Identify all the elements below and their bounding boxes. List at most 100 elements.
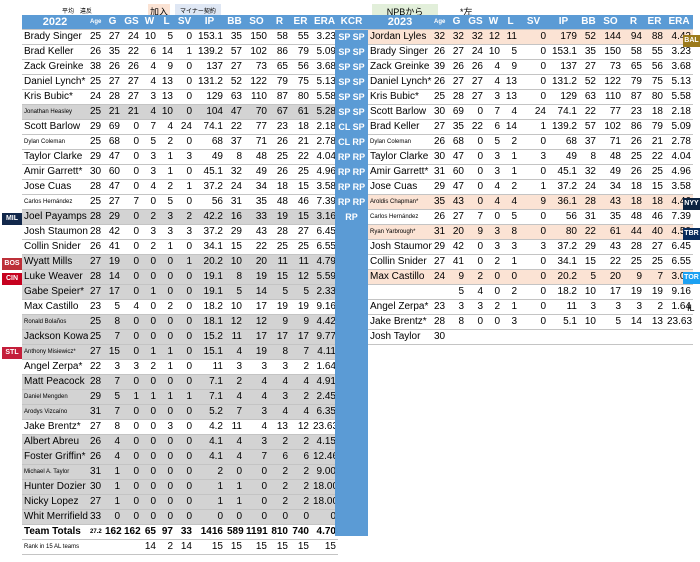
stat-bb: 10 — [225, 254, 244, 271]
stat-so: 71 — [244, 134, 269, 151]
player-name: Daniel Lynch* — [368, 74, 432, 91]
stat-bb: 12 — [225, 314, 244, 331]
kcr-role — [335, 357, 368, 374]
stat-bb: 52 — [579, 29, 598, 46]
stat-bb: 29 — [579, 239, 598, 256]
stat-so: 35 — [598, 209, 623, 226]
stat-gs: 0 — [122, 149, 141, 166]
stat-bb: 47 — [225, 104, 244, 121]
stat-w: 3 — [485, 89, 502, 106]
table-row: Jackson Kowar 25 7 0 0 0 0 15.2 11 17 17 17 9.77 — [22, 329, 338, 346]
player-name: Scott Barlow — [368, 104, 432, 121]
stat-w: 10 — [485, 44, 502, 61]
stat-er: 21 — [290, 134, 311, 151]
stat-r: 2 — [269, 464, 290, 481]
stat-bb: 31 — [225, 194, 244, 211]
stat-gs — [122, 539, 141, 556]
stat-er: 19 — [644, 284, 665, 301]
stat-g: 7 — [103, 329, 122, 346]
stat-er: 5 — [290, 284, 311, 301]
stat-er: 25 — [644, 254, 665, 271]
stat-bb: 52 — [579, 74, 598, 91]
stat-sv: 9 — [519, 194, 548, 211]
stat-er: 2 — [290, 494, 311, 511]
player-name: Ryan Yarbrough* — [368, 224, 432, 241]
table-row: Brady Singer 25 27 24 10 5 0 153.1 35 150 58 55 3.23 — [22, 29, 338, 46]
stat-g: 1 — [103, 494, 122, 511]
stat-ip: 7.1 — [194, 374, 225, 391]
stat-g: 0 — [103, 509, 122, 526]
stat-age: 31 — [432, 224, 447, 241]
stat-l: 2 — [158, 179, 175, 196]
stat-er: 4 — [290, 404, 311, 421]
stat-gs: 9 — [466, 224, 485, 241]
stat-w: 0 — [485, 284, 502, 301]
stat-w: 0 — [141, 404, 158, 421]
stat-r: 4 — [269, 404, 290, 421]
stat-age: 31 — [88, 464, 103, 481]
bb-header: BB — [579, 15, 598, 31]
stat-er: 6 — [290, 449, 311, 466]
stat-er: 22 — [644, 149, 665, 166]
stat-g: 28 — [447, 89, 466, 106]
stat-bb: 27 — [579, 59, 598, 76]
stat-sv: 0 — [519, 254, 548, 271]
stat-era: 5.13 — [311, 74, 338, 91]
kcr-role — [335, 505, 368, 522]
stat-er: 56 — [290, 59, 311, 76]
stat-ip: 11 — [194, 359, 225, 376]
stat-sv: 0 — [175, 284, 194, 301]
stat-bb: 24 — [225, 179, 244, 196]
stat-age: 38 — [88, 59, 103, 76]
stat-ip: 5.2 — [194, 404, 225, 421]
stat-so: 33 — [244, 209, 269, 226]
stat-w: 0 — [141, 419, 158, 436]
player-name: Brady Singer — [22, 29, 88, 46]
stat-gs: 0 — [122, 164, 141, 181]
stat-w: 3 — [485, 149, 502, 166]
stat-er: 46 — [290, 194, 311, 211]
stat-g: 27 — [447, 209, 466, 226]
stat-era — [665, 329, 693, 346]
stat-so: 122 — [598, 74, 623, 91]
so-header: SO — [244, 15, 269, 31]
stat-bb: 4 — [225, 449, 244, 466]
stat-g: 35 — [447, 119, 466, 136]
stat-era: 2.18 — [311, 119, 338, 136]
stat-so: 12 — [244, 314, 269, 331]
player-name: Angel Zerpa* — [368, 299, 432, 316]
table-row: Hunter Dozier 30 1 0 0 0 0 1 1 0 2 2 18.00 — [22, 479, 338, 496]
stat-w: 0 — [141, 494, 158, 511]
player-name: Amir Garrett* — [22, 164, 88, 181]
table-row: Brad Keller 26 35 22 6 14 1 139.2 57 102 86 79 5.09 — [22, 44, 338, 61]
stat-g: 26 — [447, 59, 466, 76]
stat-er: 15 — [290, 179, 311, 196]
stat-g: 27 — [103, 74, 122, 91]
stat-g: 14 — [103, 269, 122, 286]
stat-g: 41 — [447, 254, 466, 271]
table-row: Jonathan Heasley 25 21 21 4 10 0 104 47 70 67 61 5.2… — [22, 104, 338, 121]
stat-r: 17 — [269, 329, 290, 346]
l-header: L — [502, 15, 519, 31]
stat-age: 28 — [432, 314, 447, 331]
stat-er: 80 — [290, 89, 311, 106]
stat-ip: 45.1 — [194, 164, 225, 181]
stat-gs: 0 — [122, 134, 141, 151]
stat-so: 43 — [598, 194, 623, 211]
stat-bb: 37 — [579, 134, 598, 151]
stat-gs: 0 — [122, 434, 141, 451]
stat-gs: 22 — [122, 44, 141, 61]
stat-age — [88, 539, 103, 556]
stat-so: 22 — [244, 239, 269, 256]
stat-ip: 104 — [194, 104, 225, 121]
stat-age: 30 — [432, 104, 447, 121]
stat-gs: 0 — [122, 374, 141, 391]
table-row: Zack Greinke 39 26 26 4 9 0 137 27 73 65 56 3.68 — [368, 59, 693, 76]
stat-bb: 35 — [579, 44, 598, 61]
stat-l: 3 — [158, 209, 175, 226]
stat-age: 25 — [88, 134, 103, 151]
table-row: 5 4 0 2 0 18.2 10 17 19 19 9.16 — [368, 284, 693, 301]
stat-sv: 0 — [175, 89, 194, 106]
stat-age: 26 — [432, 44, 447, 61]
stat-l: 10 — [158, 104, 175, 121]
